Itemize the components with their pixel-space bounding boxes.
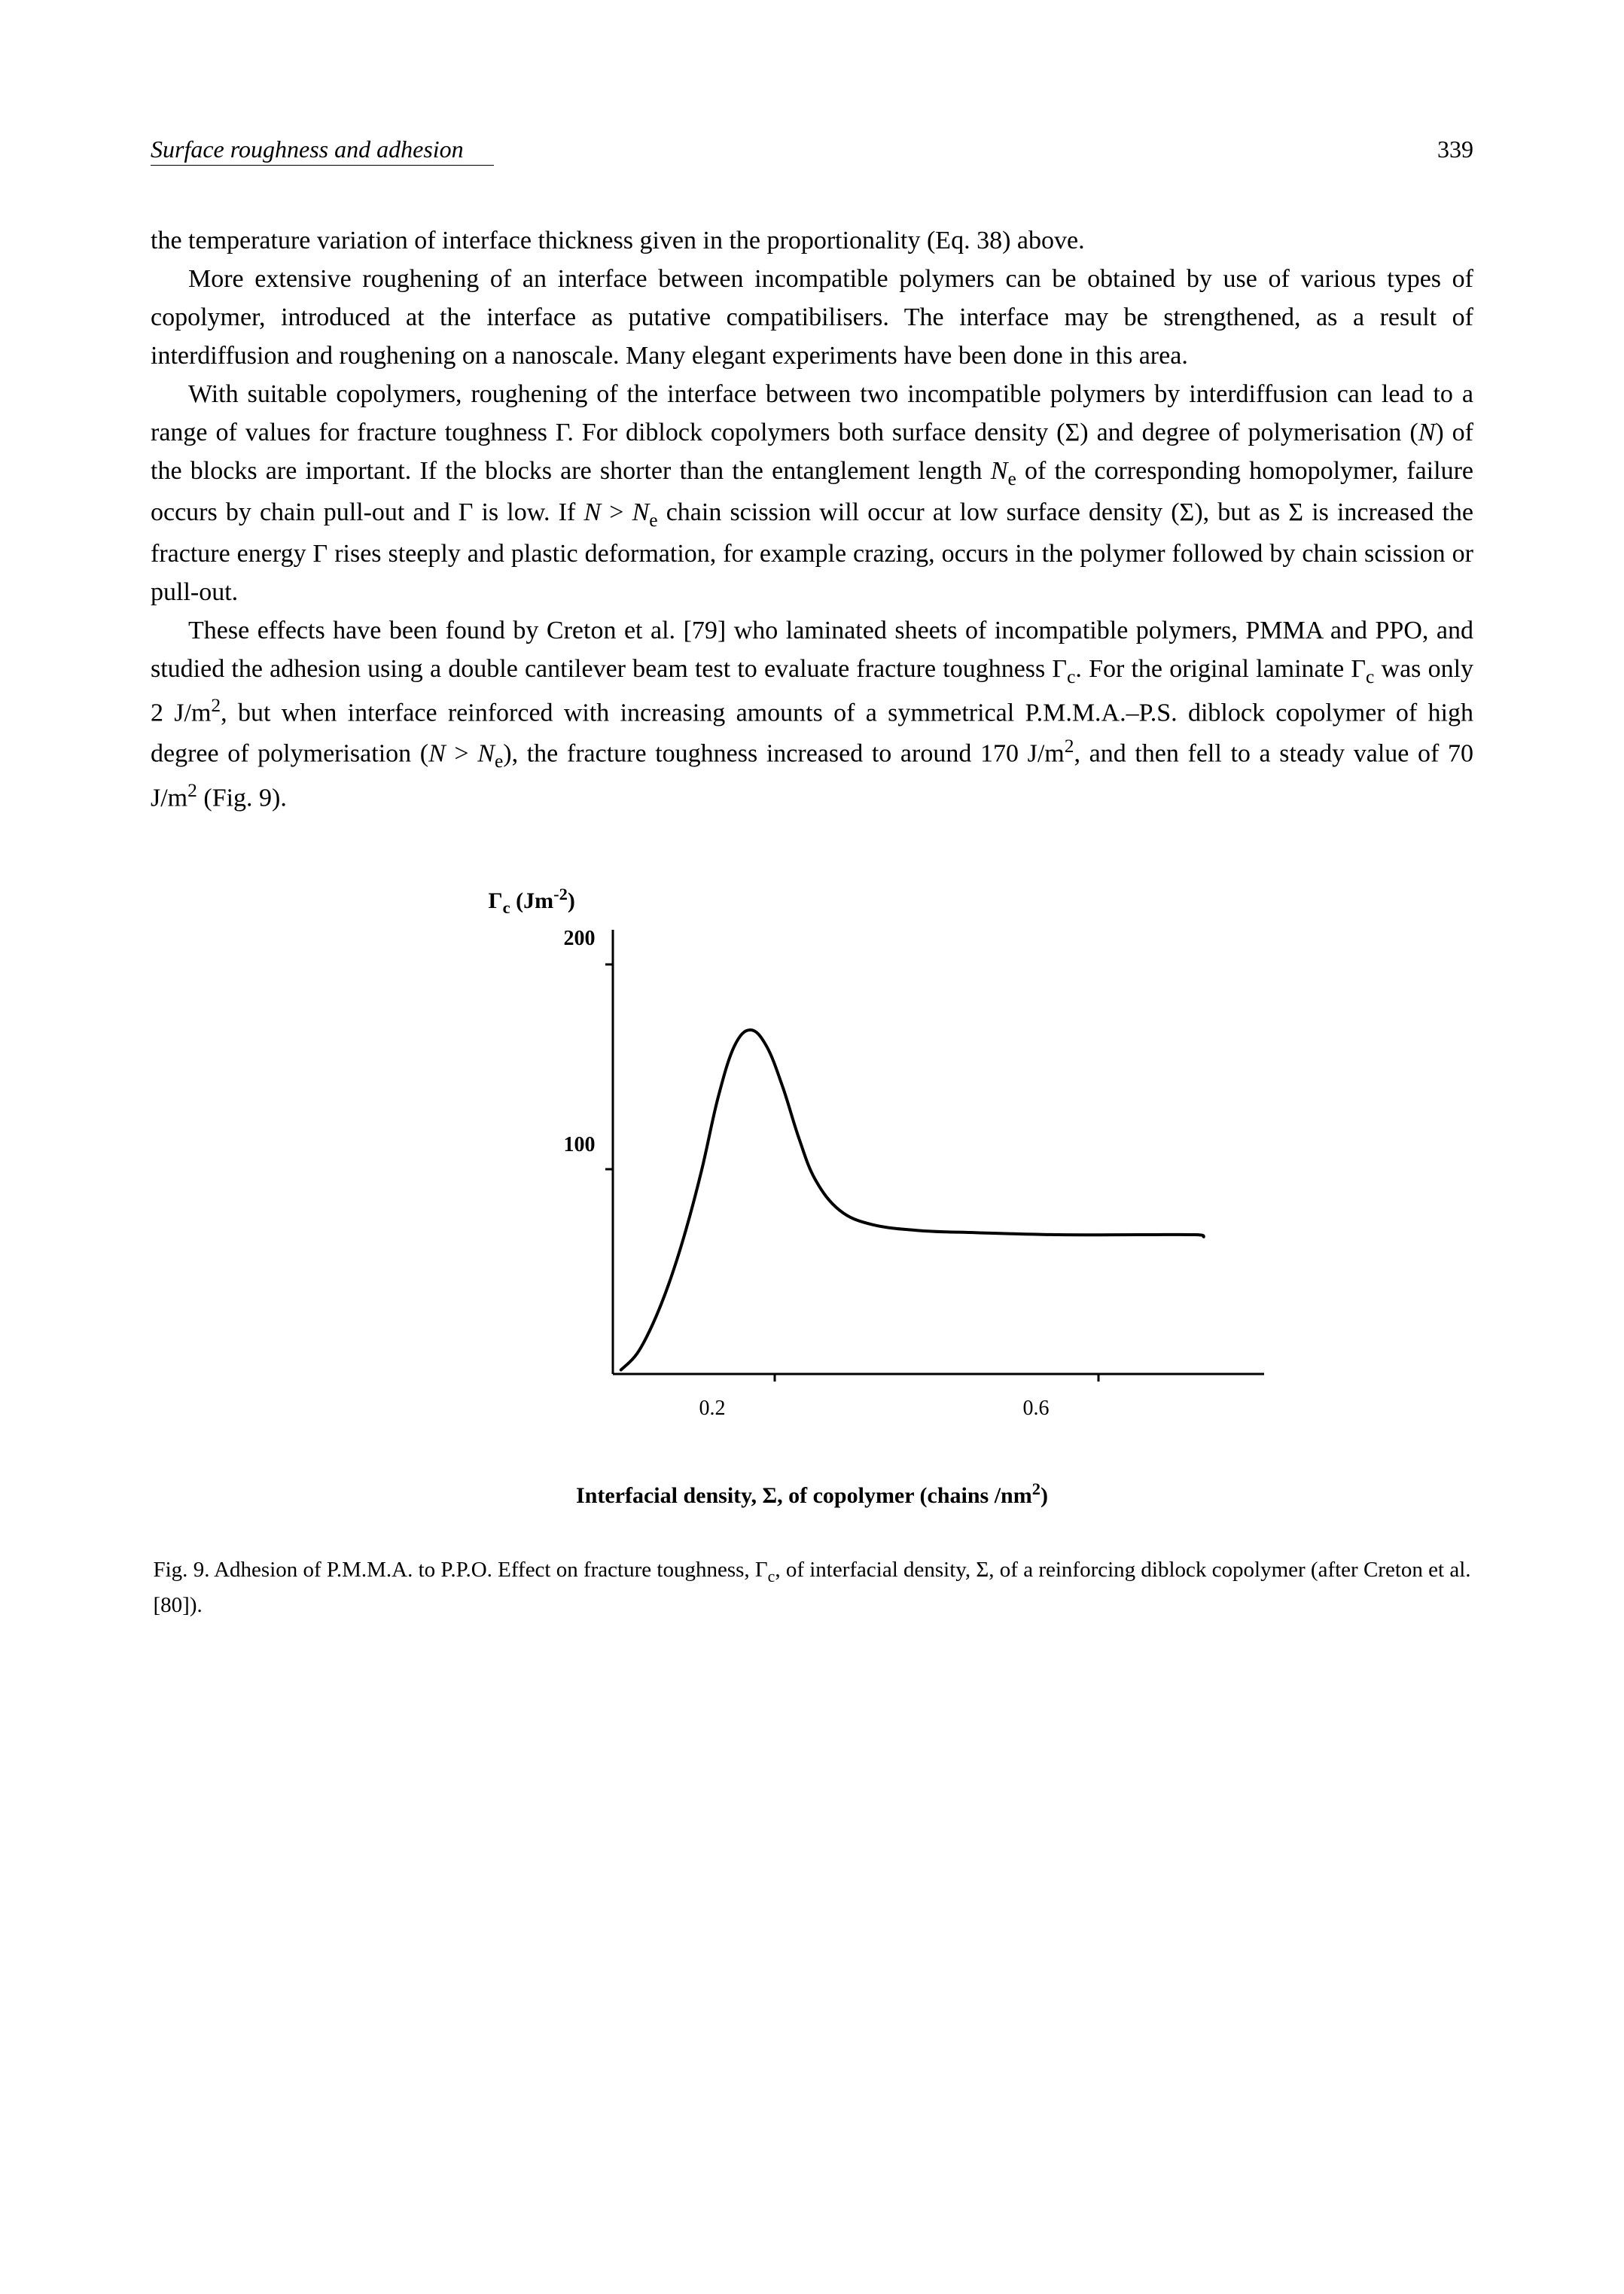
paragraph-3: With suitable copolymers, roughening of … <box>151 375 1473 611</box>
page-number: 339 <box>1437 136 1473 163</box>
running-title: Surface roughness and adhesion <box>151 136 494 166</box>
figure-caption: Fig. 9. Adhesion of P.M.M.A. to P.P.O. E… <box>154 1554 1471 1622</box>
figure-9: Γc (Jm-2) 200 100 0.2 0.6 Interfacial de… <box>151 885 1473 1622</box>
paragraph-2: More extensive roughening of an interfac… <box>151 260 1473 375</box>
body-text: the temperature variation of interface t… <box>151 221 1473 817</box>
chart-svg <box>361 885 1264 1457</box>
paragraph-1: the temperature variation of interface t… <box>151 221 1473 260</box>
page-header: Surface roughness and adhesion 339 <box>151 136 1473 169</box>
chart-wrapper: Γc (Jm-2) 200 100 0.2 0.6 <box>361 885 1264 1457</box>
x-axis-label: Interfacial density, Σ, of copolymer (ch… <box>576 1479 1048 1509</box>
paragraph-4: These effects have been found by Creton … <box>151 611 1473 817</box>
